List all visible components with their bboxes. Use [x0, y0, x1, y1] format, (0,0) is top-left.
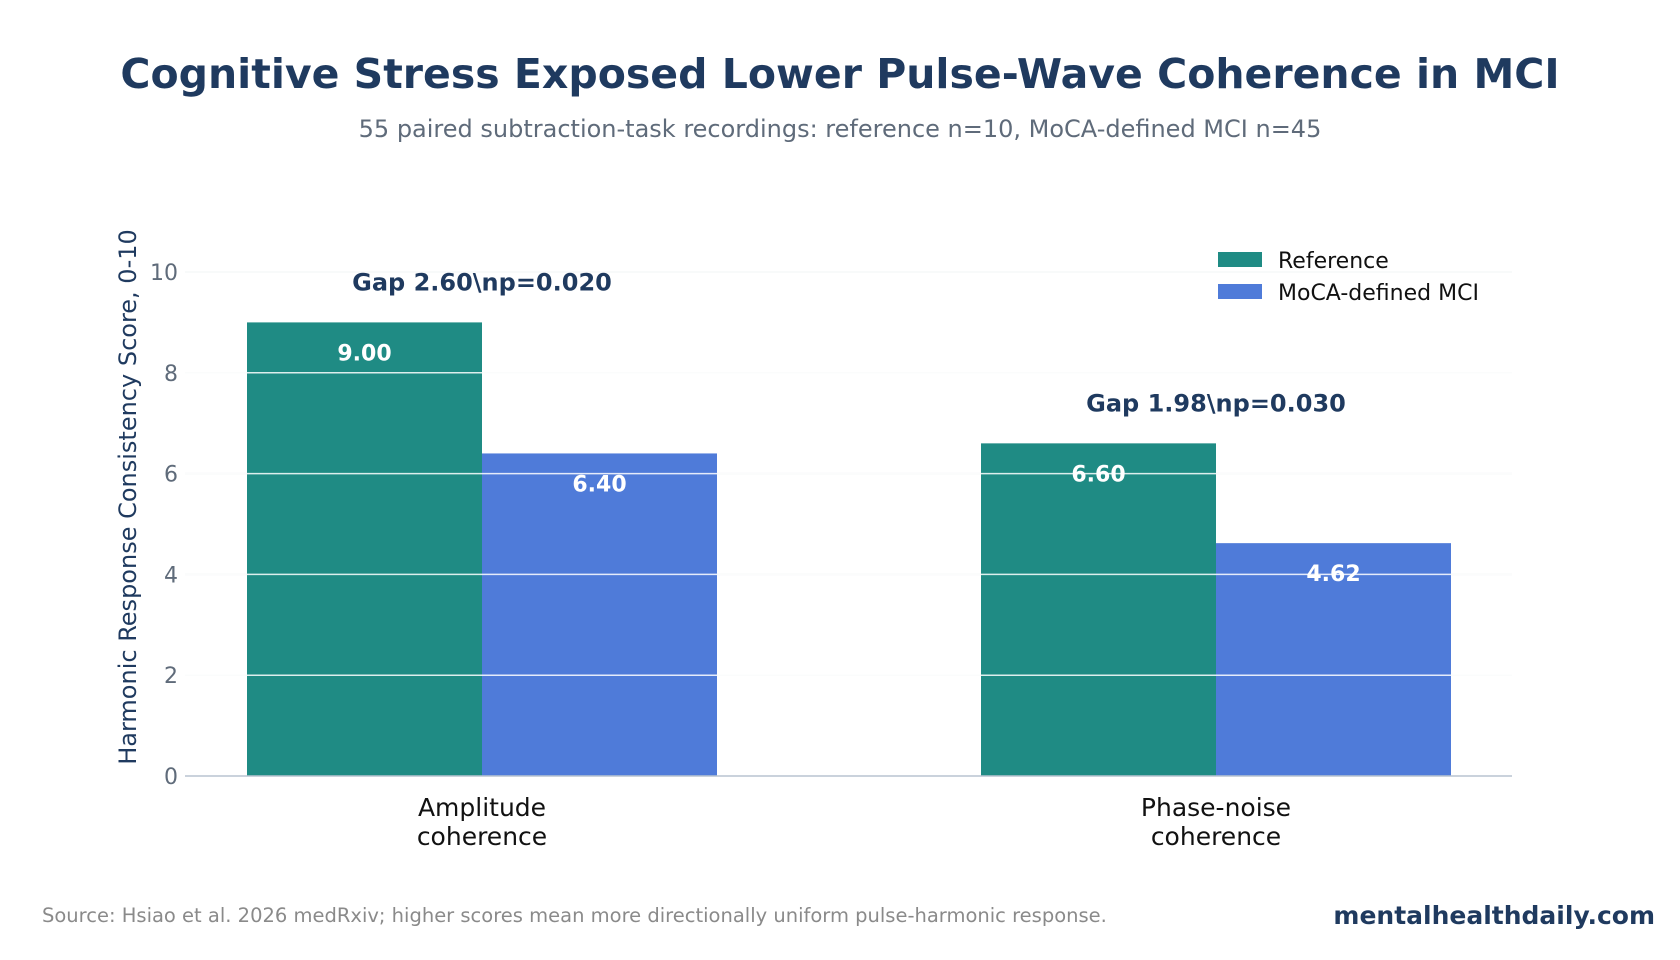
chart-subtitle: 55 paired subtraction-task recordings: r…: [359, 115, 1322, 143]
x-tick-label: Phase-noise: [1141, 793, 1291, 822]
y-tick-label: 10: [150, 261, 178, 286]
legend-label-mci: MoCA-defined MCI: [1278, 281, 1479, 306]
data-labels: 9.00 6.60 6.40 4.62 Gap 2.60\np=0.020 Gap 1.9…: [337, 268, 1360, 587]
bar-value-label: 9.00: [337, 341, 391, 366]
gap-annotation: Gap 2.60\np=0.020: [352, 268, 612, 296]
legend-label-reference: Reference: [1278, 249, 1389, 274]
y-tick-label: 8: [164, 362, 178, 387]
bars: [247, 322, 1451, 776]
x-tick-label: Amplitude: [418, 793, 546, 822]
gridlines-over-bars: [185, 271, 1512, 676]
bar-reference: [981, 443, 1216, 776]
bar-mci: [1216, 543, 1451, 776]
brand-link[interactable]: mentalhealthdaily.com: [1333, 901, 1655, 930]
bar-value-label: 6.60: [1071, 462, 1125, 487]
y-tick-label: 4: [164, 563, 178, 588]
chart-title: Cognitive Stress Exposed Lower Pulse-Wav…: [120, 50, 1559, 98]
bar-value-label: 4.62: [1306, 562, 1360, 587]
legend-swatch-mci: [1218, 284, 1262, 299]
bar-value-label: 6.40: [572, 472, 626, 497]
y-tick-label: 2: [164, 664, 178, 689]
y-tick-label: 6: [164, 463, 178, 488]
x-tick-label: coherence: [417, 822, 547, 851]
source-note: Source: Hsiao et al. 2026 medRxiv; highe…: [42, 904, 1107, 927]
axis-ticks: 0246810AmplitudecoherencePhase-noisecohe…: [150, 261, 1512, 851]
legend: Reference MoCA-defined MCI: [1218, 249, 1479, 306]
gap-annotation: Gap 1.98\np=0.030: [1086, 389, 1346, 417]
legend-swatch-reference: [1218, 252, 1262, 267]
bar-mci: [482, 453, 717, 776]
y-tick-label: 0: [164, 765, 178, 790]
bar-reference: [247, 322, 482, 776]
y-axis-label: Harmonic Response Consistency Score, 0-1…: [114, 229, 142, 765]
x-tick-label: coherence: [1151, 822, 1281, 851]
